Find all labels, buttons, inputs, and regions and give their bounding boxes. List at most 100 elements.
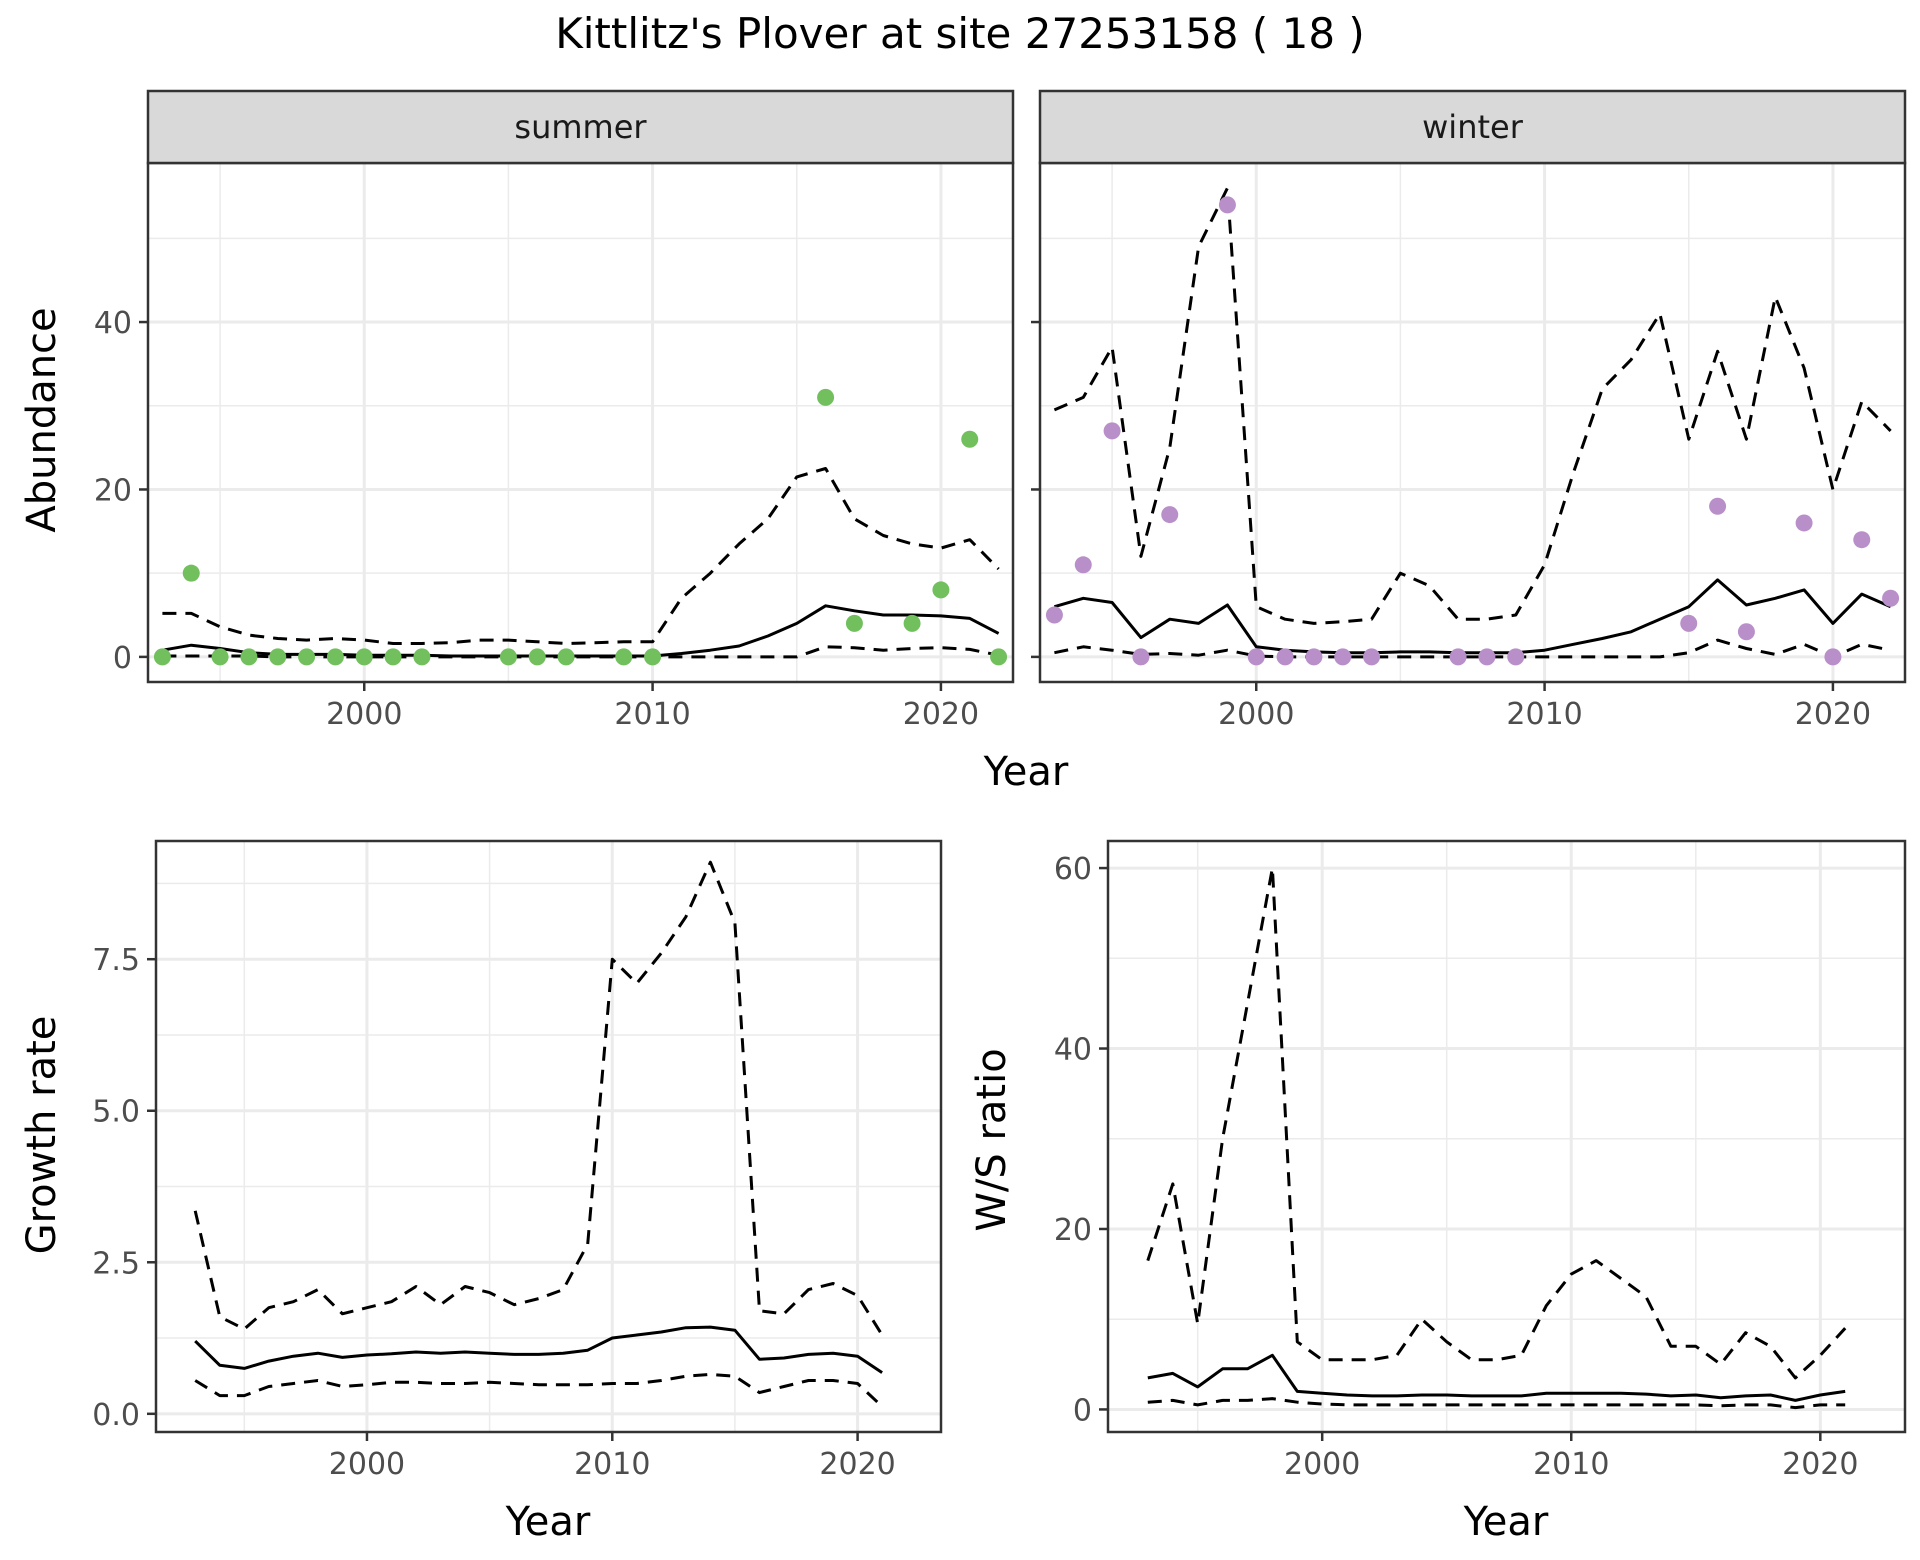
winter-data-point — [1680, 614, 1698, 632]
growth-series-line-estimate — [194, 1325, 883, 1374]
summer-data-point — [413, 648, 431, 666]
summer-data-point — [298, 648, 316, 666]
summer-series-line-bound-0 — [162, 467, 1000, 645]
x-tick-label: 2010 — [1533, 1447, 1609, 1482]
x-tick-label: 2010 — [1506, 697, 1582, 732]
summer-data-point — [211, 648, 229, 666]
summer-data-point — [644, 648, 662, 666]
summer-plot-background — [148, 163, 1013, 682]
y-tick-label: 7.5 — [92, 943, 140, 978]
x-tick-label: 2020 — [1782, 1447, 1858, 1482]
y-tick-label: 20 — [94, 473, 132, 508]
ratio-panel-border — [1106, 839, 1907, 1434]
ratio-x-axis-label: Year — [1463, 1499, 1549, 1545]
summer-data-point — [932, 581, 950, 599]
summer-data-point — [817, 388, 835, 406]
growth-series-line-bound-0 — [193, 860, 884, 1336]
y-tick-label: 40 — [94, 306, 132, 341]
winter-data-point — [1709, 497, 1727, 515]
ratio-gridlines — [1108, 841, 1905, 1432]
y-tick-label: 0 — [113, 641, 132, 676]
x-tick-label: 2020 — [903, 697, 979, 732]
summer-data-point — [355, 648, 373, 666]
x-tick-label: 2020 — [1795, 697, 1871, 732]
x-tick-label: 2000 — [1284, 1447, 1360, 1482]
summer-data-point — [557, 648, 575, 666]
summer-facet-label: summer — [514, 108, 647, 146]
winter-series-line-bound-0 — [1053, 186, 1892, 625]
winter-data-point — [1305, 648, 1323, 666]
summer-gridlines — [148, 163, 1013, 682]
summer-data-point — [903, 614, 921, 632]
y-tick-label: 5.0 — [92, 1095, 140, 1130]
summer-data-point — [528, 648, 546, 666]
x-tick-label: 2000 — [1218, 697, 1294, 732]
summer-abundance-panel: summer 2000 2010 2020 0 20 40 — [94, 89, 1015, 732]
winter-data-point — [1449, 648, 1467, 666]
y-tick-label: 0 — [1073, 1393, 1092, 1428]
winter-plot-background — [1040, 163, 1905, 682]
summer-data-point — [269, 648, 287, 666]
ratio-y-axis-label: W/S ratio — [969, 1048, 1015, 1231]
summer-data-point — [384, 648, 402, 666]
x-tick-label: 2000 — [326, 697, 402, 732]
growth-gridlines — [156, 841, 941, 1432]
winter-data-point — [1507, 648, 1525, 666]
y-tick-label: 2.5 — [92, 1246, 140, 1281]
winter-series-line-estimate — [1053, 578, 1892, 655]
winter-data-point — [1334, 648, 1352, 666]
winter-data-point — [1795, 514, 1813, 532]
winter-facet-strip — [1038, 89, 1907, 165]
winter-abundance-panel: winter 2000 2010 2020 — [1031, 89, 1907, 732]
y-tick-label: 0.0 — [92, 1398, 140, 1433]
x-tick-label: 2000 — [329, 1447, 405, 1482]
y-tick-label: 40 — [1054, 1033, 1092, 1068]
y-tick-label: 60 — [1054, 852, 1092, 887]
summer-data-point — [153, 648, 171, 666]
growth-plot-background — [156, 841, 941, 1432]
top-y-axis-label: Abundance — [19, 307, 65, 532]
summer-facet-strip — [146, 89, 1015, 165]
winter-data-point — [1247, 648, 1265, 666]
x-tick-label: 2010 — [614, 697, 690, 732]
winter-data-point — [1478, 648, 1496, 666]
ws-ratio-panel: 2000 2010 2020 0 20 40 60 — [1054, 839, 1907, 1482]
growth-panel-border — [154, 839, 943, 1434]
summer-data-point — [182, 564, 200, 582]
winter-data-point — [1824, 648, 1842, 666]
summer-data-point — [961, 430, 979, 448]
summer-data-point — [990, 648, 1008, 666]
ratio-series-line-bound-2 — [1147, 1397, 1846, 1410]
growth-y-axis-label: Growth rate — [19, 1016, 65, 1255]
winter-data-point — [1074, 556, 1092, 574]
top-x-axis-label: Year — [983, 749, 1069, 795]
winter-data-point — [1045, 606, 1063, 624]
ratio-series-line-bound-0 — [1146, 866, 1847, 1380]
ratio-plot-background — [1108, 841, 1905, 1432]
winter-data-point — [1161, 506, 1179, 524]
growth-series-line-bound-2 — [194, 1372, 884, 1408]
winter-data-point — [1218, 196, 1236, 214]
winter-data-point — [1882, 589, 1900, 607]
summer-data-point — [499, 648, 517, 666]
ratio-series-line-estimate — [1147, 1353, 1846, 1402]
winter-data-point — [1363, 648, 1381, 666]
x-tick-label: 2020 — [819, 1447, 895, 1482]
winter-data-point — [1737, 623, 1755, 641]
summer-data-point — [326, 648, 344, 666]
winter-data-point — [1853, 531, 1871, 549]
figure-title: Kittlitz's Plover at site 27253158 ( 18 … — [555, 9, 1365, 58]
summer-data-point — [615, 648, 633, 666]
y-tick-label: 20 — [1054, 1213, 1092, 1248]
winter-data-point — [1132, 648, 1150, 666]
summer-data-point — [240, 648, 258, 666]
winter-series-line-bound-2 — [1054, 638, 1891, 659]
growth-x-axis-label: Year — [505, 1499, 591, 1545]
x-tick-label: 2010 — [574, 1447, 650, 1482]
winter-facet-label: winter — [1422, 108, 1524, 146]
winter-data-point — [1103, 422, 1121, 440]
summer-data-point — [845, 614, 863, 632]
winter-data-point — [1276, 648, 1294, 666]
growth-rate-panel: 2000 2010 2020 0.0 2.5 5.0 7.5 — [92, 839, 943, 1482]
